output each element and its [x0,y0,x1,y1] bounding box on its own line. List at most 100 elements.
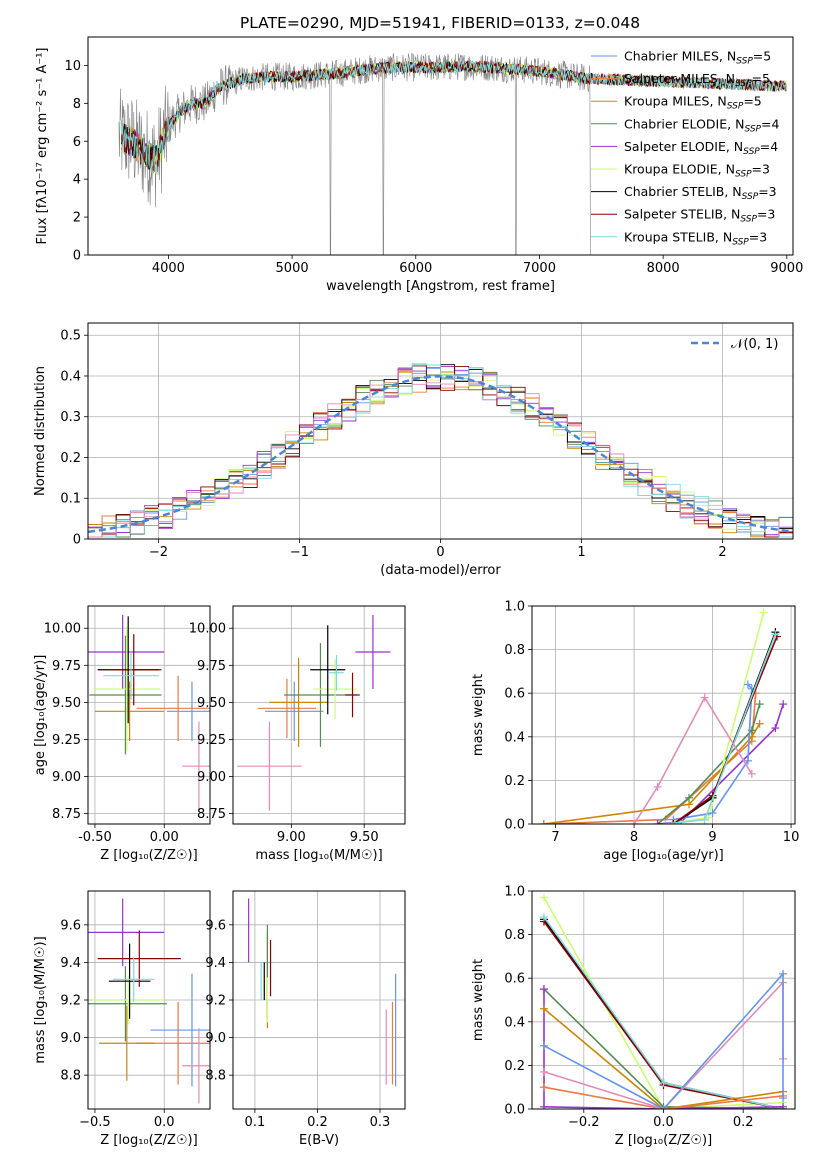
x-tick-label: 7 [551,830,559,845]
plus-marker [539,985,548,994]
y-tick-label: 1.0 [504,600,525,615]
y-tick-label: 2 [73,211,81,226]
plot-area [118,52,787,255]
data-point [112,956,155,1002]
data-point [313,659,357,719]
x-tick-label: −2 [149,545,168,560]
y-axis-label: mass weight [471,959,486,1041]
weight-series-line [543,693,757,824]
axes-frame [87,322,794,540]
figure-title: PLATE=0290, MJD=51941, FIBERID=0133, z=0… [240,14,640,32]
plus-marker [661,820,670,824]
x-tick-label: 9 [708,830,716,845]
y-tick-label: 8.75 [197,807,226,822]
plus-marker [771,630,780,639]
legend-label: Chabrier STELIB, NSSP=3 [624,184,777,202]
legend-label-text: Kroupa MILES, N [624,94,727,109]
x-tick-label: 0.00 [150,830,179,845]
legend-label: Chabrier ELODIE, NSSP=4 [624,116,779,134]
y-tick-label: 0.2 [60,451,81,466]
plot-area [237,614,391,811]
axes-frame [232,890,406,1110]
data-point [106,634,162,706]
legend-label-eq: =3 [749,229,767,244]
y-tick-label: 0.0 [504,818,525,833]
y-tick-label: 9.6 [60,918,81,933]
x-axis-label: age [log₁₀(age/yr)] [603,848,724,863]
weight-series-line [543,971,784,1109]
legend-label-text: Salpeter MILES, N [624,71,735,86]
x-axis-label: E(B-V) [299,1133,339,1148]
x-tick-label: 10 [783,830,800,845]
data-point [93,626,161,752]
legend-label-text: Chabrier MILES, N [624,49,736,64]
x-tick-label: 9.50 [350,830,379,845]
panel-weight-vs-Z: −0.2 0.0 0.2 0.0 0.2 0.4 0.6 0.8 1.0 Z [log₁₀(Z/Z… [471,885,796,1148]
axes-frame [531,605,796,825]
y-tick-label: 8.8 [60,1069,81,1084]
weight-series-line [665,634,777,824]
plus-marker [700,693,709,702]
data-point [103,651,159,700]
plot-area [88,363,793,538]
x-tick-label: 9000 [770,261,803,276]
plus-marker [539,893,548,902]
legend-label-sub: SSP [743,147,760,157]
y-tick-label: 9.75 [52,659,81,674]
y-tick-label: 0.6 [504,972,525,987]
axes-frame [87,605,211,825]
panel-spectrum: 4000 5000 6000 7000 8000 9000 0 2 4 6 8 10 wavelengt… [35,36,803,294]
plus-marker [669,820,678,824]
legend-label: Salpeter MILES, NSSP=5 [624,71,770,89]
data-point [355,614,391,690]
plus-marker [653,820,662,824]
legend-label: 𝒩(0, 1) [731,337,778,352]
y-tick-label: 9.6 [205,918,226,933]
x-tick-label: 9.00 [277,830,306,845]
y-tick-label: 0 [73,249,81,264]
weight-series-line [543,1008,784,1109]
x-tick-label: 1 [577,545,585,560]
y-axis-label: Normed distribution [33,366,48,496]
data-point [265,681,324,741]
legend-label-sub: SSP [727,102,744,112]
data-point [92,975,165,1025]
plot-area [539,893,788,1109]
legend-label-eq: =3 [757,207,775,222]
legend-label: Kroupa ELODIE, NSSP=3 [624,162,770,180]
plus-marker [708,809,717,818]
plus-marker [659,1105,668,1109]
data-point [284,643,357,747]
data-point [136,675,210,741]
y-axis-label: mass [log₁₀(M/M☉)] [33,936,48,1063]
legend-label: Kroupa STELIB, NSSP=3 [624,229,767,247]
y-tick-label: 9.4 [60,956,81,971]
legend-label-text: Kroupa ELODIE, N [624,162,735,177]
panel-mass-vs-Z: −0.5 0.0 8.8 9.0 9.2 9.4 9.6 Z [log₁₀(Z/Z☉)] mas… [33,890,211,1148]
x-tick-label: −1 [290,545,309,560]
plus-marker [539,1102,548,1109]
legend-label: Chabrier MILES, NSSP=5 [624,49,771,67]
model-spectrum [121,60,787,174]
y-tick-label: 8.75 [52,807,81,822]
panel-weight-vs-age: 7 8 9 10 0.0 0.2 0.4 0.6 0.8 1.0 age [log₁₀(age/yr… [471,600,799,864]
y-tick-label: 9.2 [205,994,226,1009]
y-tick-label: 0.8 [504,928,525,943]
legend-label-sub: SSP [740,215,757,225]
grid-lines [88,606,210,824]
y-tick-label: 8 [73,97,81,112]
y-axis-label: mass weight [471,674,486,756]
legend-label-text: Salpeter STELIB, N [624,207,740,222]
panel-age-vs-mass: 9.00 9.50 8.75 9.00 9.25 9.50 9.75 10.00 mass [l… [189,605,406,863]
legend: 𝒩(0, 1) [691,337,778,352]
plot-area [248,898,397,1087]
y-tick-label: 9.0 [60,1031,81,1046]
plus-marker [539,913,548,922]
x-axis-label: Z [log₁₀(Z/Z☉)] [100,848,197,863]
x-tick-label: −0.2 [568,1115,600,1130]
data-point [310,625,346,715]
weight-series-line [543,1086,784,1109]
y-tick-label: 0.4 [504,1015,525,1030]
data-point [237,721,302,811]
